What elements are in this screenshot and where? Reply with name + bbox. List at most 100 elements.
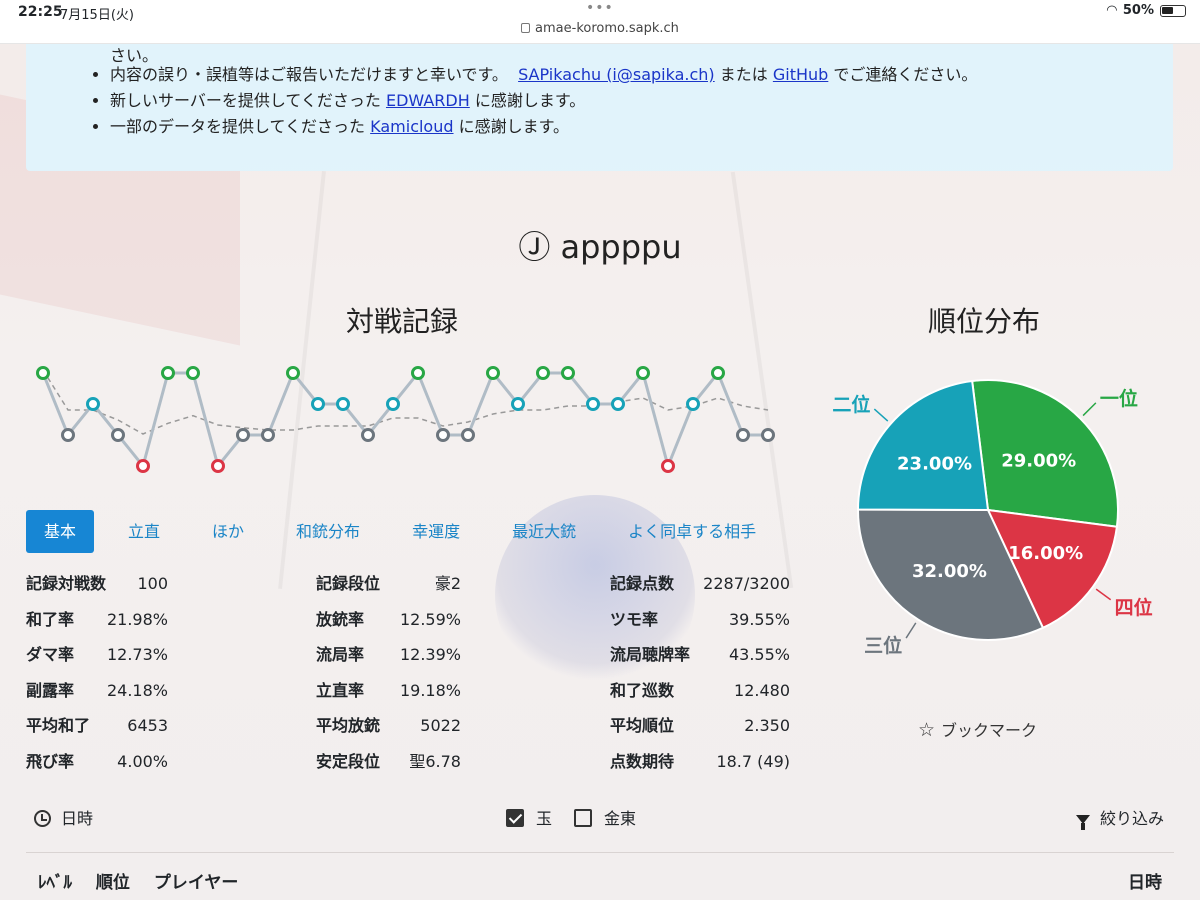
- game-result-point[interactable]: [136, 459, 150, 473]
- stat-value: 4.00%: [117, 751, 168, 771]
- pie-slice[interactable]: [986, 508, 1119, 630]
- battery-percent: 50%: [1122, 3, 1154, 18]
- tab-recent-big-deal[interactable]: 最近大銃: [512, 522, 577, 541]
- game-result-point[interactable]: [111, 428, 125, 442]
- checkbox-kinto[interactable]: 金東: [574, 805, 636, 829]
- stat-value: 12.59%: [399, 609, 461, 629]
- player-name: Ⓙ appppu: [518, 228, 682, 266]
- game-result-point[interactable]: [611, 397, 625, 411]
- stat-row: 記録点数 2287/3200: [610, 566, 790, 601]
- stat-label: 安定段位: [316, 751, 381, 771]
- game-result-point[interactable]: [236, 428, 250, 442]
- game-result-point[interactable]: [186, 366, 200, 380]
- stat-value: 43.55%: [728, 645, 790, 664]
- stat-label: 流局率: [316, 645, 365, 664]
- tab-basic[interactable]: 基本: [26, 510, 95, 553]
- tab-bar: 基本 立直 ほか 和銃分布 幸運度 最近大銃 よく同卓する相手: [26, 510, 782, 553]
- stat-value: 12.480: [734, 680, 790, 700]
- game-result-point[interactable]: [161, 366, 175, 380]
- game-result-point[interactable]: [586, 397, 600, 411]
- game-result-point[interactable]: [411, 366, 425, 380]
- game-result-point[interactable]: [486, 366, 500, 380]
- tab-frequent-opponents[interactable]: よく同卓する相手: [628, 522, 757, 541]
- stat-row: 流局率 12.39%: [316, 637, 461, 672]
- game-result-point[interactable]: [436, 428, 450, 442]
- game-result-point[interactable]: [336, 397, 350, 411]
- stat-value: 2287/3200: [703, 574, 790, 593]
- notice-cut-text: さい。: [110, 46, 159, 65]
- pie-slice[interactable]: [971, 379, 1119, 528]
- link-sapikachu[interactable]: SAPikachu (i@sapika.ch): [518, 65, 715, 84]
- link-edwardh[interactable]: EDWARDH: [385, 91, 470, 110]
- pie-category-label: 三位: [864, 634, 902, 657]
- column-date[interactable]: 日時: [1128, 873, 1162, 893]
- pie-value-label: 16.00%: [1008, 543, 1083, 564]
- stat-label: 飛び率: [26, 751, 75, 771]
- browser-status-bar: 22:25 7月15日(火) ••• amae-koromo.sapk.ch ◠…: [0, 0, 1200, 44]
- tab-riichi[interactable]: 立直: [128, 522, 161, 541]
- pie-value-label: 32.00%: [912, 561, 987, 582]
- game-result-point[interactable]: [536, 366, 550, 380]
- address-bar[interactable]: amae-koromo.sapk.ch: [0, 21, 1200, 36]
- game-result-point[interactable]: [211, 459, 225, 473]
- column-level[interactable]: ﾚﾍﾞﾙ: [38, 873, 72, 893]
- stat-value: 2.350: [744, 716, 790, 735]
- stat-label: 和了率: [26, 609, 75, 629]
- game-result-point[interactable]: [711, 366, 725, 380]
- column-player[interactable]: プレイヤー: [153, 873, 239, 893]
- battery-icon: [1160, 4, 1186, 17]
- stat-row: 副露率 24.18%: [26, 673, 168, 708]
- game-result-point[interactable]: [636, 366, 650, 380]
- game-result-point[interactable]: [661, 459, 675, 473]
- notice-item: 新しいサーバーを提供してくださった EDWARDH に感謝します。: [110, 88, 977, 114]
- pie-chart-title: 順位分布: [928, 305, 1041, 338]
- column-rank[interactable]: 順位: [95, 873, 130, 893]
- record-line-chart: [36, 366, 775, 473]
- average-rank-line: [42, 369, 769, 435]
- pie-slice[interactable]: [857, 508, 1045, 641]
- link-kamicloud[interactable]: Kamicloud: [370, 117, 454, 136]
- stat-label: 記録段位: [316, 574, 381, 593]
- game-result-point[interactable]: [36, 366, 50, 380]
- tab-other[interactable]: ほか: [212, 522, 245, 541]
- clock-date: 7月15日(火): [60, 8, 134, 23]
- multitask-dots-icon[interactable]: •••: [586, 0, 614, 16]
- game-result-point[interactable]: [361, 428, 375, 442]
- stat-value: 100: [137, 574, 168, 593]
- stat-row: 平均順位 2.350: [610, 708, 790, 743]
- game-result-point[interactable]: [561, 366, 575, 380]
- divider: [26, 852, 1174, 853]
- link-github[interactable]: GitHub: [772, 65, 829, 84]
- funnel-icon: [1075, 815, 1090, 830]
- checkbox-checked-icon: [506, 809, 524, 827]
- table-header: ﾚﾍﾞﾙ 順位 プレイヤー: [38, 868, 256, 893]
- notice-text: または: [719, 65, 768, 84]
- game-result-point[interactable]: [311, 397, 325, 411]
- game-result-point[interactable]: [761, 428, 775, 442]
- pie-value-label: 23.00%: [897, 454, 972, 475]
- pie-value-label: 29.00%: [1001, 451, 1076, 472]
- game-result-point[interactable]: [686, 397, 700, 411]
- notice-list: 内容の誤り・誤植等はご報告いただけますと幸いです。 SAPikachu (i@s…: [110, 62, 977, 140]
- filter-label: 絞り込み: [1099, 809, 1164, 828]
- checkbox-kinto-label: 金東: [604, 809, 637, 828]
- notice-box: さい。 内容の誤り・誤植等はご報告いただけますと幸いです。 SAPikachu …: [26, 36, 1173, 171]
- tab-luck[interactable]: 幸運度: [412, 522, 461, 541]
- game-result-point[interactable]: [286, 366, 300, 380]
- game-result-point[interactable]: [386, 397, 400, 411]
- game-result-point[interactable]: [61, 428, 75, 442]
- game-result-point[interactable]: [461, 428, 475, 442]
- stat-value: 18.7 (49): [716, 751, 790, 771]
- pie-slice[interactable]: [856, 379, 990, 512]
- sort-date-button[interactable]: 日時: [34, 805, 93, 829]
- game-result-point[interactable]: [86, 397, 100, 411]
- tab-win-deal-distribution[interactable]: 和銃分布: [296, 522, 361, 541]
- checkbox-gyoku[interactable]: 玉: [506, 805, 552, 829]
- game-result-point[interactable]: [736, 428, 750, 442]
- filter-button[interactable]: 絞り込み: [1075, 805, 1164, 830]
- stat-label: 和了巡数: [610, 680, 675, 700]
- notice-text: でご連絡ください。: [833, 65, 978, 84]
- game-result-point[interactable]: [261, 428, 275, 442]
- game-result-point[interactable]: [511, 397, 525, 411]
- bookmark-button[interactable]: ☆ ブックマーク: [918, 717, 1037, 741]
